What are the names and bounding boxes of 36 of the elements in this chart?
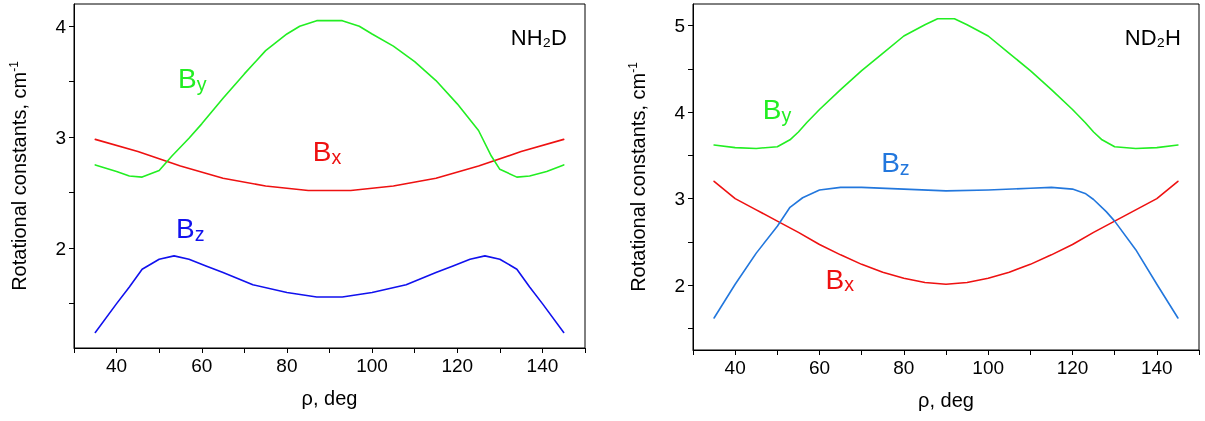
x-tick-label: 120	[1056, 357, 1089, 378]
annotation: NH₂D	[510, 24, 567, 50]
line-series	[713, 17, 1179, 150]
x-tick-label: 140	[1140, 357, 1173, 378]
line-series	[94, 138, 565, 192]
line-series	[94, 255, 565, 334]
series-label: Bz	[881, 147, 910, 179]
series-label: By	[762, 94, 792, 126]
y-tick-label: 4	[674, 101, 686, 123]
x-axis-title: ρ, deg	[301, 387, 358, 409]
x-tick-label: 60	[191, 355, 213, 376]
y-tick-label: 2	[674, 274, 685, 296]
y-tick-label: 5	[674, 15, 685, 37]
x-tick-label: 100	[972, 357, 1005, 378]
x-tick-label: 120	[441, 355, 474, 376]
y-axis-title: Rotational constants, cm-1	[626, 61, 649, 292]
series-label: Bz	[176, 213, 205, 245]
x-tick-label: 40	[106, 355, 128, 376]
y-axis-title: Rotational constants, cm-1	[7, 60, 30, 291]
x-tick-label: 140	[526, 355, 559, 376]
x-tick-label: 60	[808, 357, 831, 378]
x-tick-label: 80	[893, 357, 915, 378]
line-series	[713, 186, 1179, 319]
x-tick-label: 100	[356, 355, 388, 376]
y-tick-label: 3	[674, 188, 685, 210]
x-tick-label: 80	[276, 355, 298, 376]
y-tick-label: 3	[55, 126, 66, 148]
line-series	[94, 19, 565, 178]
annotation: ND₂H	[1124, 24, 1181, 50]
y-tick-label: 2	[55, 237, 66, 259]
y-tick-label: 4	[55, 15, 67, 37]
series-label: Bx	[825, 263, 855, 295]
x-tick-label: 40	[724, 357, 746, 378]
series-label: Bx	[312, 136, 342, 168]
x-axis-title: ρ, deg	[918, 389, 974, 411]
series-label: By	[178, 63, 207, 95]
